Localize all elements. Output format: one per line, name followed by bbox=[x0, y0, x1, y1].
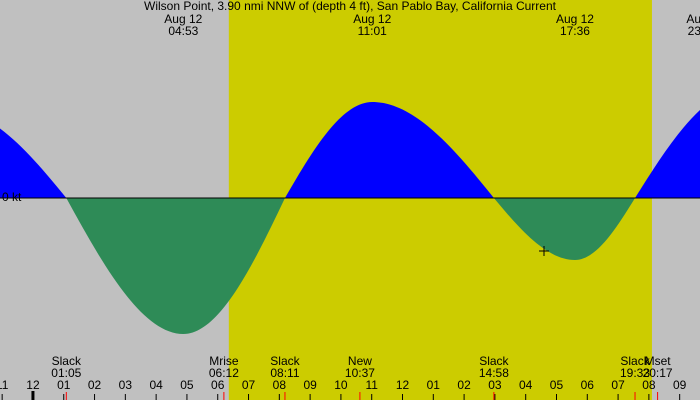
x-tick-label: 09 bbox=[303, 378, 317, 392]
x-tick-label: 11 bbox=[0, 378, 9, 392]
x-tick-label: 08 bbox=[273, 378, 287, 392]
event-label: Mrise bbox=[209, 354, 239, 368]
event-time: 19:33 bbox=[620, 366, 650, 380]
x-tick-label: 12 bbox=[396, 378, 410, 392]
peak-time: 04:53 bbox=[168, 24, 198, 38]
x-tick-label: 01 bbox=[427, 378, 441, 392]
flood-area bbox=[0, 128, 67, 198]
flood-area bbox=[635, 110, 700, 198]
x-tick-label: 04 bbox=[519, 378, 533, 392]
x-tick-label: 09 bbox=[673, 378, 687, 392]
peak-time: 11:01 bbox=[358, 24, 387, 38]
x-tick-label: 08 bbox=[642, 378, 656, 392]
peak-date: Aug 12 bbox=[353, 12, 391, 26]
zero-label: 0 kt bbox=[2, 190, 22, 204]
x-tick-label: 07 bbox=[242, 378, 256, 392]
x-tick-label: 02 bbox=[457, 378, 471, 392]
event-label: Slack bbox=[479, 354, 509, 368]
x-tick-label: 03 bbox=[488, 378, 502, 392]
flood-area bbox=[284, 102, 494, 198]
peak-date: Aug 12 bbox=[556, 12, 594, 26]
peak-time: 17:36 bbox=[560, 24, 590, 38]
ebb-area bbox=[66, 198, 285, 334]
event-label: Slack bbox=[620, 354, 650, 368]
cursor bbox=[539, 246, 549, 256]
event-label: Slack bbox=[270, 354, 300, 368]
x-tick-label: 10 bbox=[334, 378, 348, 392]
x-tick-label: 12 bbox=[26, 378, 40, 392]
event-label: New bbox=[348, 354, 372, 368]
x-tick-label: 02 bbox=[88, 378, 102, 392]
event-time: 01:05 bbox=[51, 366, 81, 380]
peak-time: 23 bbox=[688, 24, 700, 38]
x-tick-label: 07 bbox=[611, 378, 625, 392]
event-time: 10:37 bbox=[345, 366, 375, 380]
chart-title: Wilson Point, 3.90 nmi NNW of (depth 4 f… bbox=[144, 0, 557, 13]
peak-date: Au bbox=[686, 12, 700, 26]
x-tick-label: 01 bbox=[57, 378, 71, 392]
x-tick-label: 04 bbox=[149, 378, 163, 392]
x-tick-label: 03 bbox=[119, 378, 133, 392]
x-tick-label: 11 bbox=[365, 378, 378, 392]
x-tick-label: 06 bbox=[211, 378, 225, 392]
event-time: 06:12 bbox=[209, 366, 239, 380]
peak-date: Aug 12 bbox=[164, 12, 202, 26]
x-tick-label: 05 bbox=[550, 378, 564, 392]
event-label: Mset bbox=[645, 354, 672, 368]
ebb-area bbox=[493, 198, 636, 260]
x-tick-label: 05 bbox=[180, 378, 194, 392]
x-tick-label: 06 bbox=[581, 378, 595, 392]
event-time: 14:58 bbox=[479, 366, 509, 380]
event-time: 20:17 bbox=[643, 366, 673, 380]
event-time: 08:11 bbox=[270, 366, 299, 380]
event-label: Slack bbox=[52, 354, 82, 368]
